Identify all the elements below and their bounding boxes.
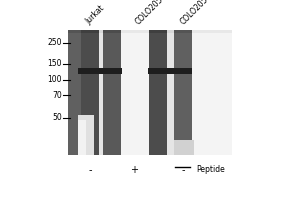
- Text: 100: 100: [47, 75, 62, 84]
- Text: -: -: [181, 165, 185, 175]
- Text: Jurkat: Jurkat: [84, 4, 106, 26]
- Text: COLO205: COLO205: [178, 0, 210, 26]
- Text: COLO205: COLO205: [134, 0, 165, 26]
- Text: -: -: [88, 165, 92, 175]
- Text: Peptide: Peptide: [196, 165, 225, 174]
- Text: 50: 50: [52, 113, 62, 122]
- Text: 150: 150: [47, 59, 62, 68]
- Text: 70: 70: [52, 90, 62, 99]
- Text: 250: 250: [47, 38, 62, 47]
- Text: +: +: [130, 165, 138, 175]
